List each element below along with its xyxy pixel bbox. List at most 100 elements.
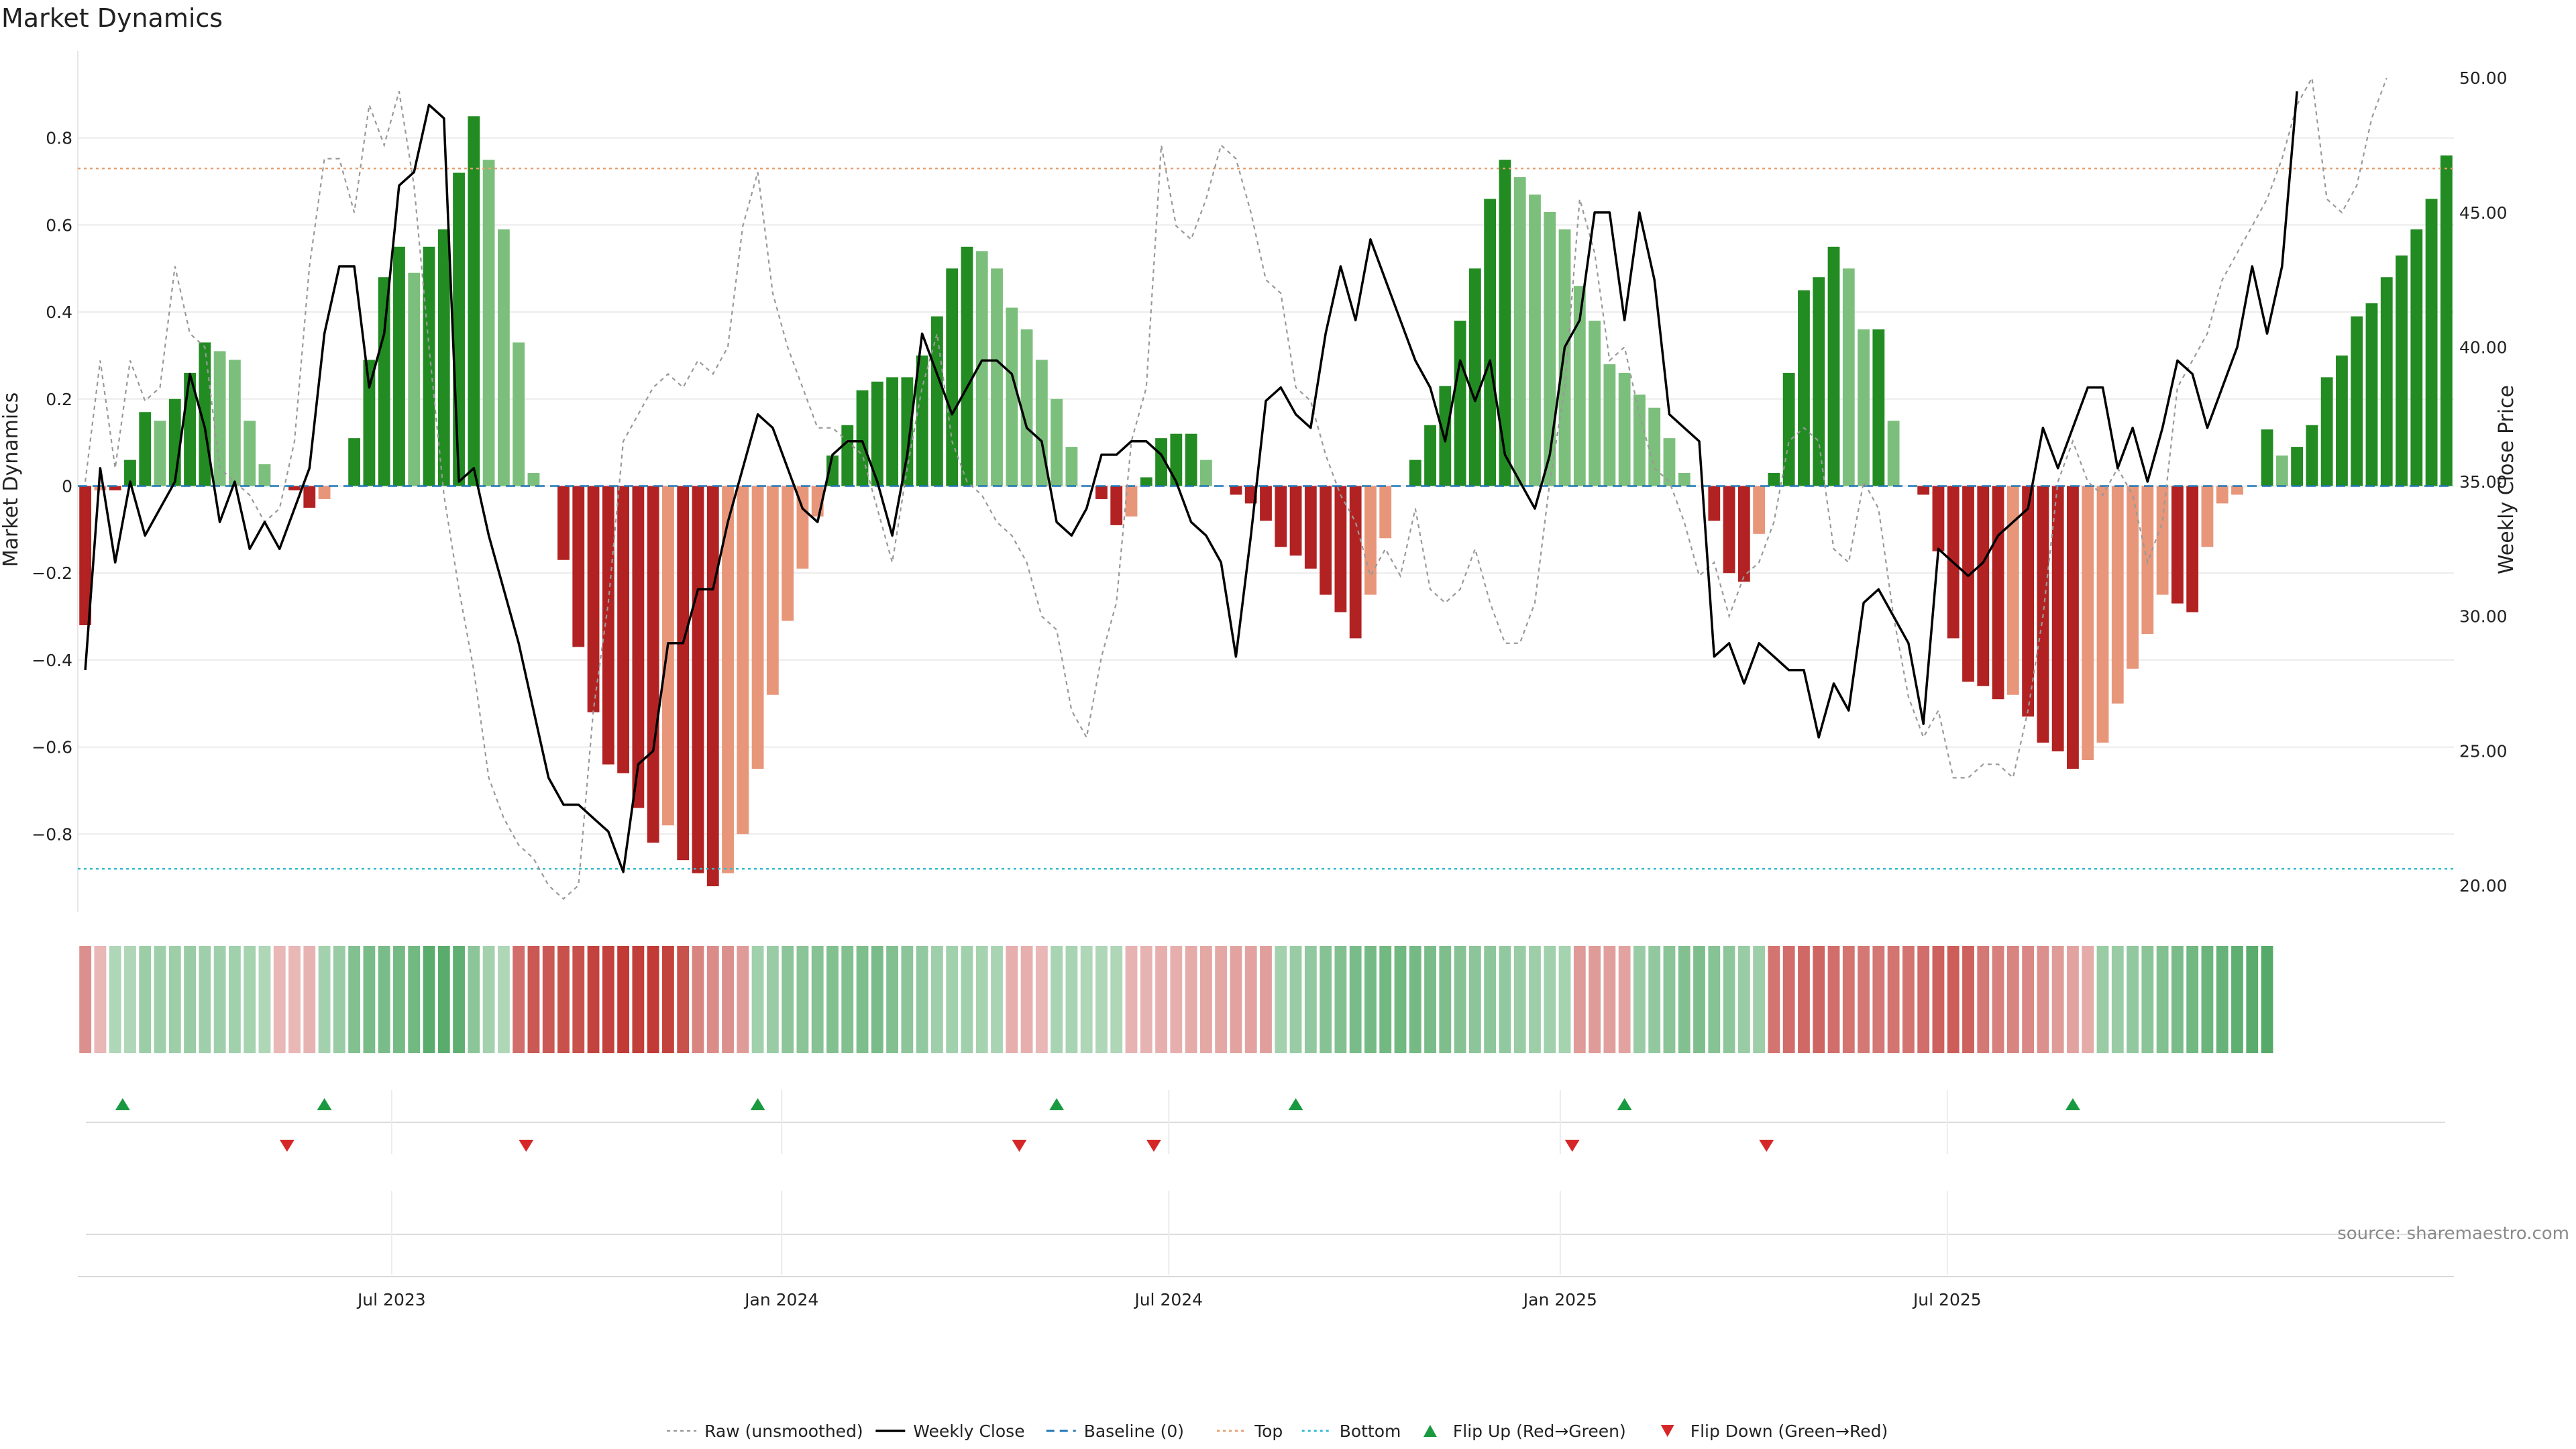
momentum-bar	[2171, 486, 2184, 604]
flip-up-marker	[1049, 1098, 1065, 1110]
regime-cell	[1753, 946, 1766, 1053]
momentum-bar	[991, 268, 1003, 486]
momentum-bar	[1813, 277, 1825, 486]
y-axis-title: Market Dynamics	[0, 392, 23, 568]
momentum-bar	[946, 268, 959, 486]
regime-cell	[602, 946, 614, 1053]
regime-cell	[184, 946, 196, 1053]
reference-lines	[78, 167, 2454, 870]
regime-cell	[1693, 946, 1705, 1053]
momentum-bar	[2440, 155, 2453, 486]
regime-cell	[1095, 946, 1108, 1053]
regime-cell	[453, 946, 465, 1053]
y-tick-label: −0.4	[32, 651, 72, 670]
legend-label: Flip Down (Green→Red)	[1690, 1421, 1888, 1441]
x-tick-label: Jan 2025	[1522, 1290, 1597, 1309]
regime-cell	[1737, 946, 1750, 1053]
flip-markers-panel	[86, 1098, 2445, 1235]
regime-cell	[1813, 946, 1825, 1053]
momentum-bar	[677, 486, 690, 861]
regime-strip	[79, 946, 2273, 1053]
regime-cell	[2096, 946, 2109, 1053]
momentum-bar	[2051, 486, 2064, 752]
legend-label: Flip Up (Red→Green)	[1453, 1421, 1626, 1441]
regime-cell	[2186, 946, 2199, 1053]
x-tick-label: Jan 2024	[743, 1290, 818, 1309]
regime-cell	[348, 946, 361, 1053]
regime-cell	[1589, 946, 1601, 1053]
momentum-bar	[2067, 486, 2079, 769]
momentum-bar	[901, 377, 914, 486]
regime-cell	[258, 946, 271, 1053]
regime-cell	[1454, 946, 1466, 1053]
y-tick-label: −0.8	[32, 824, 72, 844]
regime-cell	[1544, 946, 1556, 1053]
momentum-bar	[1663, 438, 1676, 486]
momentum-bar	[2410, 229, 2423, 486]
y2-tick-label: 30.00	[2459, 607, 2508, 627]
momentum-bar	[916, 355, 928, 486]
legend-item: Raw (unsmoothed)	[667, 1421, 863, 1441]
flip-up-marker	[750, 1098, 765, 1110]
regime-cell	[1842, 946, 1855, 1053]
regime-cell	[1320, 946, 1332, 1053]
regime-cell	[1872, 946, 1885, 1053]
momentum-bar	[1633, 394, 1646, 486]
legend-label: Baseline (0)	[1084, 1421, 1184, 1441]
momentum-bar	[318, 486, 331, 499]
momentum-bar	[1917, 486, 1930, 495]
momentum-bar	[1260, 486, 1272, 521]
regime-cell	[1947, 946, 1960, 1053]
regime-cell	[2067, 946, 2079, 1053]
regime-cell	[572, 946, 585, 1053]
date-axis: Jul 2023 Jan 2024 Jul 2024 Jan 2025 Jul 2025	[78, 1090, 2454, 1309]
regime-cell	[1932, 946, 1945, 1053]
x-tick-label: Jul 2023	[356, 1290, 426, 1309]
flip-up-marker	[1288, 1098, 1303, 1110]
regime-cell	[228, 946, 241, 1053]
regime-cell	[408, 946, 421, 1053]
legend-label: Raw (unsmoothed)	[704, 1421, 863, 1441]
momentum-bar	[1544, 211, 1556, 486]
regime-cell	[1020, 946, 1033, 1053]
regime-cell	[1468, 946, 1481, 1053]
momentum-bar	[2320, 377, 2333, 486]
momentum-bar	[1110, 486, 1123, 525]
momentum-bar	[79, 486, 92, 625]
momentum-bar	[1768, 473, 1780, 486]
momentum-bar	[1409, 460, 1421, 486]
momentum-bar	[453, 172, 465, 486]
momentum-bar	[1320, 486, 1332, 595]
y-tick-label: 0.4	[46, 303, 72, 322]
regime-cell	[1349, 946, 1362, 1053]
momentum-bar	[1304, 486, 1317, 569]
regime-cell	[916, 946, 928, 1053]
regime-cell	[199, 946, 211, 1053]
regime-cell	[1364, 946, 1377, 1053]
flip-down-marker	[279, 1140, 294, 1152]
regime-cell	[1962, 946, 1974, 1053]
regime-cell	[1051, 946, 1063, 1053]
momentum-bar	[2006, 486, 2019, 695]
momentum-bar	[124, 460, 136, 486]
momentum-bar	[1992, 486, 2004, 700]
momentum-bar	[1125, 486, 1138, 517]
regime-cell	[1199, 946, 1212, 1053]
regime-cell	[1902, 946, 1915, 1053]
regime-cell	[587, 946, 600, 1053]
momentum-bar	[1155, 438, 1167, 486]
flip-down-marker	[1012, 1140, 1027, 1152]
momentum-bar	[1827, 246, 1840, 486]
regime-cell	[1887, 946, 1900, 1053]
momentum-bar	[348, 438, 361, 486]
momentum-bar	[378, 277, 390, 486]
momentum-bar	[258, 464, 271, 486]
regime-cell	[1798, 946, 1810, 1053]
x-tick-label: Jul 2024	[1133, 1290, 1203, 1309]
momentum-bar	[602, 486, 614, 765]
regime-cell	[1424, 946, 1436, 1053]
legend-item: Baseline (0)	[1046, 1421, 1184, 1441]
regime-cell	[244, 946, 256, 1053]
regime-cell	[154, 946, 166, 1053]
